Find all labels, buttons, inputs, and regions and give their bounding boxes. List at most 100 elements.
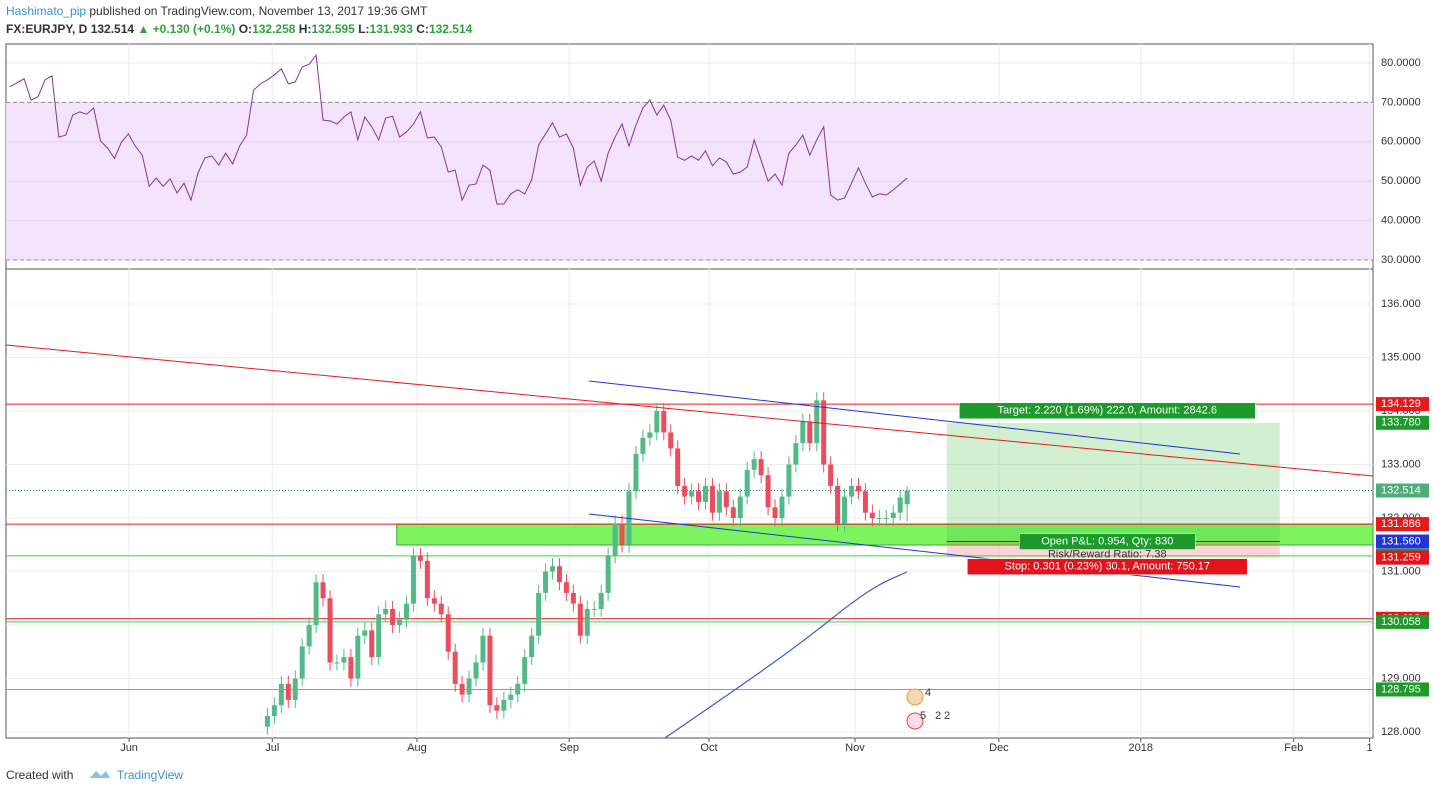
candle-body	[543, 571, 549, 593]
candle-body	[501, 699, 507, 711]
candle-body	[577, 603, 583, 636]
candle-body	[828, 464, 834, 486]
candle-body	[480, 635, 486, 663]
author[interactable]: Hashimato_pip	[6, 4, 87, 18]
event-icon	[906, 688, 924, 706]
candle-body	[369, 630, 375, 658]
candle-body	[744, 469, 750, 497]
candle-body	[772, 507, 778, 519]
candle-body	[842, 496, 848, 524]
y-tick-label: 60.0000	[1381, 136, 1421, 148]
candle-body	[536, 592, 542, 636]
candle-body	[682, 485, 688, 497]
ticker-line: FX:EURJPY, D 132.514 ▲ +0.130 (+0.1%) O:…	[6, 22, 472, 36]
candle-body	[890, 512, 896, 519]
stop-label-box	[967, 558, 1248, 575]
candle-body	[362, 630, 368, 636]
candle-body	[696, 491, 702, 502]
candle-body	[459, 683, 465, 695]
candle-body	[556, 566, 562, 583]
candle-body	[765, 475, 771, 508]
candle-body	[612, 523, 618, 556]
candle-body	[807, 421, 813, 444]
target-tag-bg	[1376, 415, 1429, 430]
last-price-tag: 132.514	[1381, 484, 1421, 496]
level-tag: 131.886	[1381, 518, 1421, 530]
candle-body	[306, 625, 312, 647]
candle-body	[689, 491, 695, 497]
event-label: 5	[920, 710, 926, 722]
level-tag: 128.795	[1381, 683, 1421, 695]
y-tick-label: 131.000	[1381, 565, 1421, 577]
candle-body	[862, 491, 868, 513]
target-label: Target: 2.220 (1.69%) 222.0, Amount: 284…	[998, 405, 1218, 417]
candle-body	[320, 582, 326, 599]
rr-label: Risk/Reward Ratio: 7.38	[1048, 548, 1167, 560]
candle-body	[584, 608, 590, 636]
logo	[90, 771, 110, 778]
plot-frame	[5, 43, 1374, 739]
event-icon	[906, 712, 924, 730]
candle-body	[355, 635, 361, 679]
candle-body	[605, 555, 611, 593]
x-tick-label: Dec	[989, 742, 1009, 754]
candle-body	[348, 657, 354, 679]
high-value: 132.595	[311, 22, 355, 36]
entry-tag: 131.560	[1381, 535, 1421, 547]
y-tick-label: 133.000	[1381, 458, 1421, 470]
candle-body	[466, 678, 472, 695]
change: ▲ +0.130 (+0.1%)	[137, 22, 236, 36]
candle-body	[598, 592, 604, 609]
candle-body	[647, 432, 653, 438]
level-tag: 134.129	[1381, 398, 1421, 410]
last-price-tag-bg	[1376, 483, 1429, 498]
low-value: 131.933	[369, 22, 413, 36]
candle-body	[271, 705, 277, 716]
candle-body	[404, 603, 410, 620]
pnl-label: Open P&L: 0.954, Qty: 830	[1041, 535, 1173, 547]
level-tag-bg	[1376, 397, 1429, 412]
candle-body	[376, 614, 382, 658]
published: published on TradingView.com, November 1…	[86, 4, 428, 18]
candle-body	[383, 608, 389, 615]
candle-body	[619, 523, 625, 545]
o-label: O:	[238, 22, 253, 36]
candle-body	[550, 566, 556, 572]
publish-line: Hashimato_pip published on TradingView.c…	[6, 4, 427, 18]
y-tick-label: 135.000	[1381, 351, 1421, 363]
brand[interactable]: TradingView	[117, 768, 184, 782]
created-with: Created with	[6, 768, 74, 782]
level-tag-bg	[1376, 517, 1429, 532]
candle-body	[723, 491, 729, 508]
trend-line[interactable]	[5, 344, 1374, 477]
candle-body	[334, 662, 340, 664]
y-tick-label: 30.0000	[1381, 254, 1421, 266]
footer: Created with TradingView	[6, 768, 183, 782]
entry-tag-bg	[1376, 534, 1429, 549]
candle-body	[473, 662, 479, 679]
stop-tag-bg	[1376, 550, 1429, 565]
chart: Jun Jul Aug Sep Oct Nov Dec 2018 Feb 1 30.0000 40.0…	[5, 43, 1429, 754]
channel-upper[interactable]	[588, 380, 1241, 455]
candle-body	[327, 598, 333, 663]
x-tick-label: Jun	[120, 742, 138, 754]
logo-shape	[90, 771, 110, 778]
level-tag-bg	[1376, 614, 1429, 629]
candle-body	[758, 459, 764, 476]
l-label: L:	[358, 22, 370, 36]
candle-body	[431, 598, 437, 604]
candle-body	[299, 646, 305, 679]
candle-body	[438, 603, 444, 615]
x-tick-label: Nov	[845, 742, 865, 754]
candle-body	[640, 437, 646, 454]
candle-body	[417, 555, 423, 561]
candle-body	[779, 496, 785, 519]
candle-body	[313, 582, 319, 626]
y-tick-label: 40.0000	[1381, 215, 1421, 227]
candle-body	[716, 491, 722, 513]
target-label-box	[959, 402, 1256, 420]
y-tick-label: 80.0000	[1381, 57, 1421, 69]
target-tag: 133.780	[1381, 417, 1421, 429]
candle-body	[633, 453, 639, 492]
